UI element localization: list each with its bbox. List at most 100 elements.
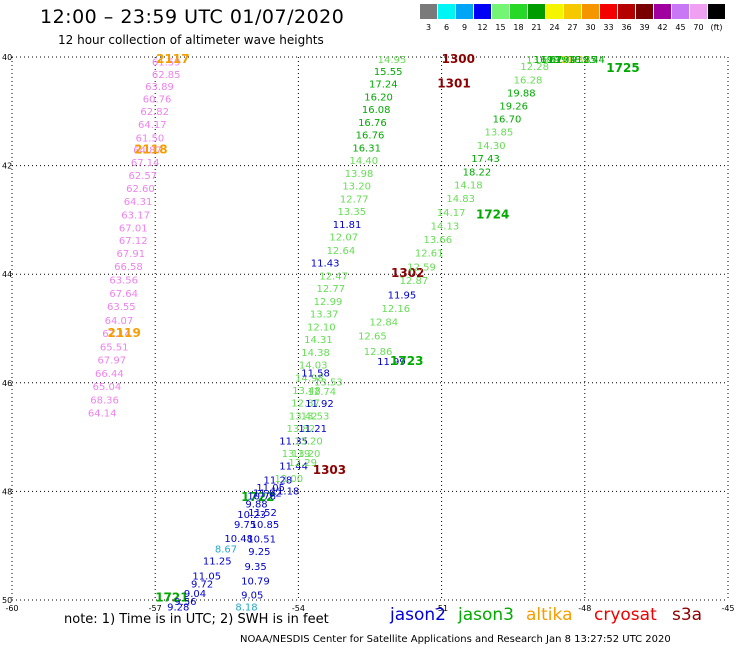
swh-reading: 13.68 xyxy=(526,55,555,66)
swh-reading: 11.05 xyxy=(256,483,285,494)
swh-reading: 13.20 xyxy=(292,449,321,460)
swh-reading: 19.26 xyxy=(499,101,528,112)
swh-reading: 67.14 xyxy=(102,329,131,340)
swh-reading: 10.85 xyxy=(251,520,280,531)
swh-reading: 16.61 xyxy=(534,55,563,66)
swh-reading: 12.59 xyxy=(407,263,436,274)
scale-swatch xyxy=(492,4,509,19)
pass-time-label: 2117 xyxy=(156,52,189,66)
swh-reading: 62.57 xyxy=(128,171,157,182)
swh-reading: 67.64 xyxy=(109,289,138,300)
scale-label: 21 xyxy=(531,23,542,32)
swh-reading: 13.20 xyxy=(294,436,323,447)
swh-reading: 12.64 xyxy=(327,246,356,257)
legend-jason2: jason2 xyxy=(390,605,446,625)
swh-reading: 13.85 xyxy=(485,127,514,138)
swh-reading: 12.77 xyxy=(340,195,369,206)
swh-reading: 9.35 xyxy=(244,562,266,573)
scale-swatch xyxy=(456,4,473,19)
swh-reading: 66.58 xyxy=(114,262,143,273)
swh-reading: 15.55 xyxy=(374,67,403,78)
swh-reading: 11.25 xyxy=(203,556,232,567)
scale-swatch xyxy=(546,4,563,19)
pass-time-label: 1721 xyxy=(155,590,188,604)
scale-swatch xyxy=(708,4,725,19)
swh-reading: 11.95 xyxy=(388,290,417,301)
swh-reading: 9.88 xyxy=(245,499,267,510)
lat-tick-label: 40 xyxy=(2,53,12,62)
lat-tick-label: 42 xyxy=(2,162,12,171)
swh-reading: 11.92 xyxy=(305,399,334,410)
swh-reading: 9.72 xyxy=(191,580,213,591)
scale-swatch xyxy=(510,4,527,19)
swh-reading: 11.44 xyxy=(279,461,308,472)
swh-reading: 9.04 xyxy=(184,589,206,600)
scale-swatch xyxy=(654,4,671,19)
swh-reading: 16.76 xyxy=(356,131,385,142)
swh-reading: 12.28 xyxy=(520,62,549,73)
scale-label: 30 xyxy=(585,23,596,32)
swh-reading: 19.78 xyxy=(540,55,569,66)
scale-label: 9 xyxy=(461,23,468,32)
pass-time-label: 1301 xyxy=(437,77,470,91)
scale-label: 45 xyxy=(675,23,686,32)
swh-reading: 10.51 xyxy=(247,535,276,546)
lat-lon-grid xyxy=(11,56,729,601)
lon-tick-label: -60 xyxy=(5,604,18,613)
swh-reading: 11.35 xyxy=(279,436,308,447)
scale-label: 6 xyxy=(443,23,450,32)
scale-swatch xyxy=(420,4,437,19)
scale-label: 12 xyxy=(477,23,488,32)
swh-reading: 66.44 xyxy=(95,369,124,380)
lat-tick-label: 50 xyxy=(2,596,12,605)
swh-reading: 64.14 xyxy=(88,409,117,420)
lon-tick-label: -54 xyxy=(292,604,305,613)
swh-reading: 10.48 xyxy=(224,534,253,545)
legend-s3a: s3a xyxy=(672,605,703,625)
swh-reading: 12.47 xyxy=(319,271,348,282)
swh-reading: 14.18 xyxy=(454,181,483,192)
swh-reading: 11.81 xyxy=(333,220,362,231)
pass-time-label: 1302 xyxy=(391,266,424,280)
lon-tick-label: -57 xyxy=(149,604,162,613)
scale-swatch xyxy=(672,4,689,19)
lon-tick-label: -51 xyxy=(435,604,448,613)
swh-reading: 67.97 xyxy=(97,355,126,366)
swh-reading: 12.74 xyxy=(307,387,336,398)
scale-label: 33 xyxy=(603,23,614,32)
swh-reading: 11.82 xyxy=(253,488,282,499)
swh-reading: 63.89 xyxy=(145,82,174,93)
swh-reading: 16.76 xyxy=(358,118,387,129)
longitude-labels: -60 -57 -54 -51 -48 -45 xyxy=(5,604,734,613)
swh-reading: 13.53 xyxy=(301,411,330,422)
swh-reading: 64.17 xyxy=(138,120,167,131)
scale-swatch xyxy=(690,4,707,19)
scale-swatch xyxy=(600,4,617,19)
swh-reading: 12.10 xyxy=(307,322,336,333)
swh-reading: 13.35 xyxy=(338,207,367,218)
swh-reading: 16.70 xyxy=(493,114,522,125)
pass-time-label: 2118 xyxy=(134,142,167,156)
swh-reading: 63.17 xyxy=(121,210,150,221)
swh-reading: 62.82 xyxy=(140,107,169,118)
swh-reading: 18.85 xyxy=(568,55,597,66)
swh-reading: 14.95 xyxy=(378,55,407,66)
swh-reading: 11.28 xyxy=(264,475,293,486)
swh-reading: 10.23 xyxy=(237,510,266,521)
swh-reading: 12.07 xyxy=(329,233,358,244)
swh-reading: 14.30 xyxy=(477,141,506,152)
swh-reading: 63.56 xyxy=(109,276,138,287)
scale-swatch xyxy=(636,4,653,19)
swh-reading: 65.51 xyxy=(100,342,129,353)
swh-reading: 9.28 xyxy=(167,603,189,614)
scale-label: 18 xyxy=(513,23,524,32)
swh-reading: 19.04 xyxy=(547,55,576,66)
credit-line: NOAA/NESDIS Center for Satellite Applica… xyxy=(240,634,671,645)
swh-reading: 65.04 xyxy=(93,382,122,393)
map-subtitle: 12 hour collection of altimeter wave hei… xyxy=(58,33,324,47)
swh-reading: 13.00 xyxy=(275,474,304,485)
scale-swatch xyxy=(528,4,545,19)
swh-reading: 64.87 xyxy=(133,145,162,156)
scale-label: 15 xyxy=(495,23,506,32)
